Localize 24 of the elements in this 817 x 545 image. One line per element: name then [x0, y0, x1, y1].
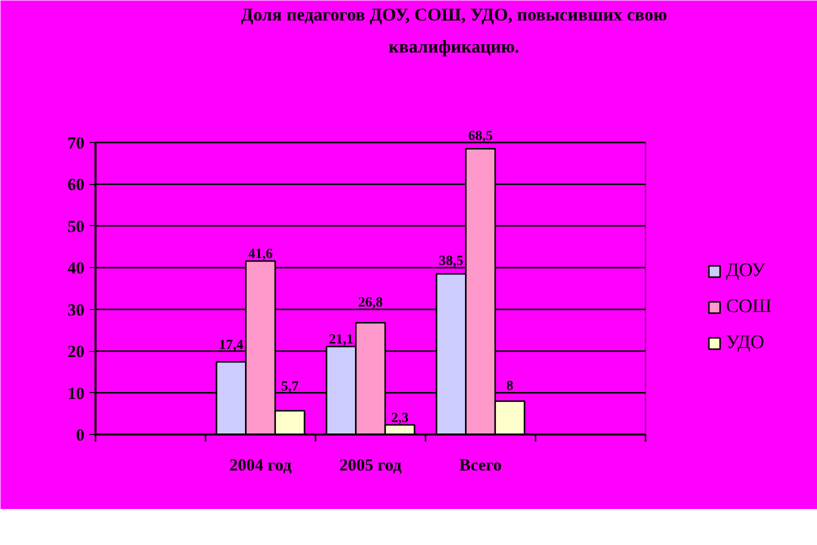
data-label: 68,5 — [468, 128, 493, 144]
chart-title: Доля педагогов ДОУ, СОШ, УДО, повысивших свою квалификацию. — [240, 4, 668, 56]
data-label: 17,4 — [218, 338, 244, 353]
x-tick-label: 2005 год — [339, 456, 402, 474]
y-tick-label: 40 — [68, 258, 84, 278]
x-tick-label: 2004 год — [229, 456, 292, 474]
x-tick-label: Всего — [459, 456, 502, 474]
y-tick-label: 30 — [68, 300, 84, 320]
y-tick-label: 10 — [68, 384, 84, 403]
data-label: 21,1 — [328, 332, 354, 348]
data-label: 8 — [506, 379, 514, 394]
legend-label: УДО — [726, 332, 764, 354]
data-label: 26,8 — [358, 296, 383, 311]
y-tick-label: 20 — [68, 342, 84, 362]
data-label: 5,7 — [281, 380, 299, 395]
legend-label: СОШ — [726, 296, 772, 318]
y-tick-label: 70 — [68, 134, 84, 152]
legend-label: ДОУ — [726, 260, 766, 282]
y-tick-label: 0 — [76, 426, 84, 444]
y-tick-label: 60 — [68, 175, 84, 194]
data-label: 41,6 — [248, 246, 273, 262]
data-label: 38,5 — [438, 254, 464, 269]
data-label: 2,3 — [391, 410, 409, 426]
y-tick-label: 50 — [68, 216, 84, 236]
